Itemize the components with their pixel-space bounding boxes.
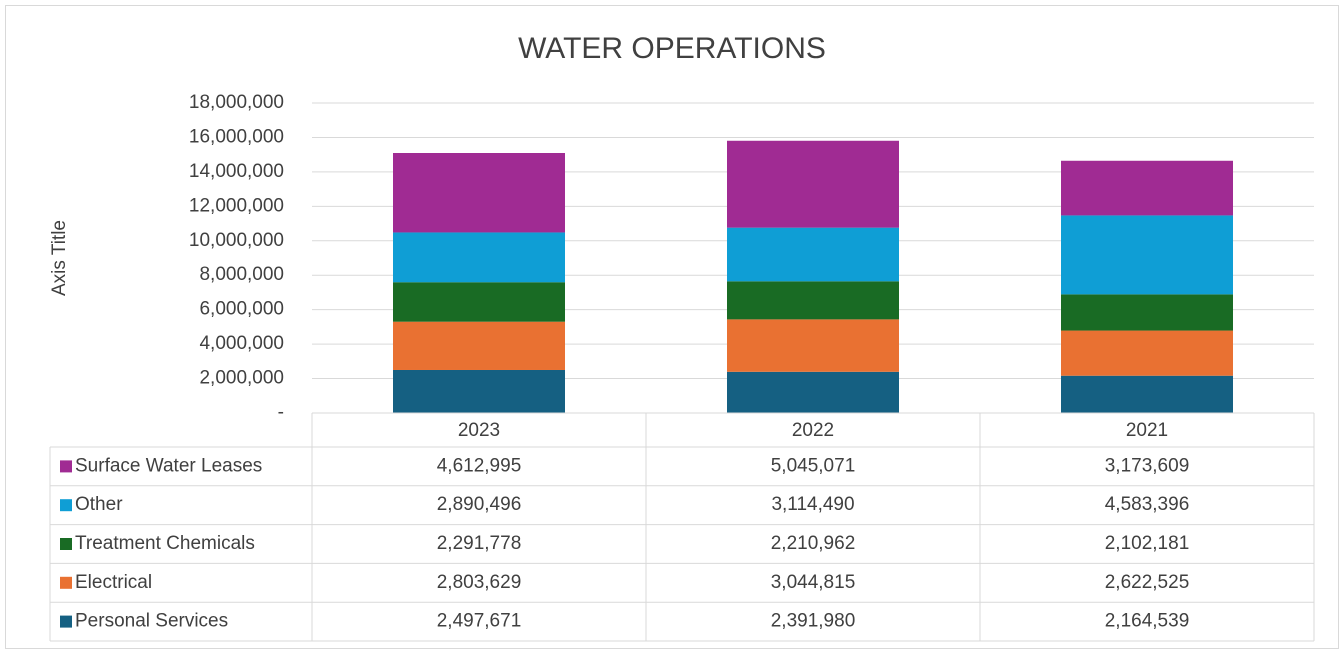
chart-title: WATER OPERATIONS [518,32,826,65]
table-value: 2,497,671 [437,611,522,632]
bar-segment [727,140,899,228]
y-tick-label: 16,000,000 [189,126,284,147]
table-value: 2,102,181 [1105,533,1190,554]
table-value: 3,114,490 [771,494,854,515]
table-value: 2,391,980 [771,611,856,632]
y-tick-label: 8,000,000 [199,264,284,285]
bar-segment [393,321,565,370]
table-value: 2,164,539 [1105,611,1190,632]
table-value: 3,173,609 [1105,455,1190,476]
y-tick-label: 10,000,000 [189,230,284,251]
bar-segment [727,319,899,372]
table-value: 2,803,629 [437,572,522,593]
legend-key [60,615,72,628]
bar-segment [727,227,899,282]
y-tick-label: 12,000,000 [189,195,284,216]
y-tick-label: 4,000,000 [199,333,284,354]
y-axis-title: Axis Title [49,220,70,296]
bar-segment [393,282,565,322]
table-value: 4,583,396 [1105,494,1190,515]
bar-segment [1061,330,1233,376]
bar-segment [393,153,565,233]
bar-segment [1061,294,1233,331]
bar-segment [1061,160,1233,216]
legend-key [60,576,72,589]
table-value: 3,044,815 [771,572,856,593]
legend-label: Personal Services [75,611,228,632]
y-tick-label: 18,000,000 [189,92,284,113]
legend-label: Other [75,494,123,515]
bar-segment [727,281,899,320]
bar-segment [1061,375,1233,413]
y-tick-label: 6,000,000 [199,299,284,320]
table-value: 2,291,778 [437,533,522,554]
bar-segment [393,232,565,283]
bar-segment [393,369,565,413]
legend-label: Surface Water Leases [75,455,262,476]
y-tick-label: 2,000,000 [199,368,284,389]
table-value: 4,612,995 [437,455,522,476]
legend-label: Electrical [75,572,152,593]
x-tick-label: 2021 [1126,420,1168,441]
table-value: 2,210,962 [771,533,856,554]
bar-segment [727,371,899,413]
x-tick-label: 2022 [792,420,834,441]
legend-key [60,538,72,550]
table-value: 2,890,496 [437,494,522,515]
bar-segment [1061,215,1233,295]
x-tick-label: 2023 [458,420,500,441]
table-value: 5,045,071 [771,455,856,476]
legend-key [60,499,72,512]
legend-key [60,460,72,473]
y-tick-label: - [278,402,284,423]
table-value: 2,622,525 [1105,572,1190,593]
legend-label: Treatment Chemicals [75,533,255,554]
y-tick-label: 14,000,000 [189,161,284,182]
